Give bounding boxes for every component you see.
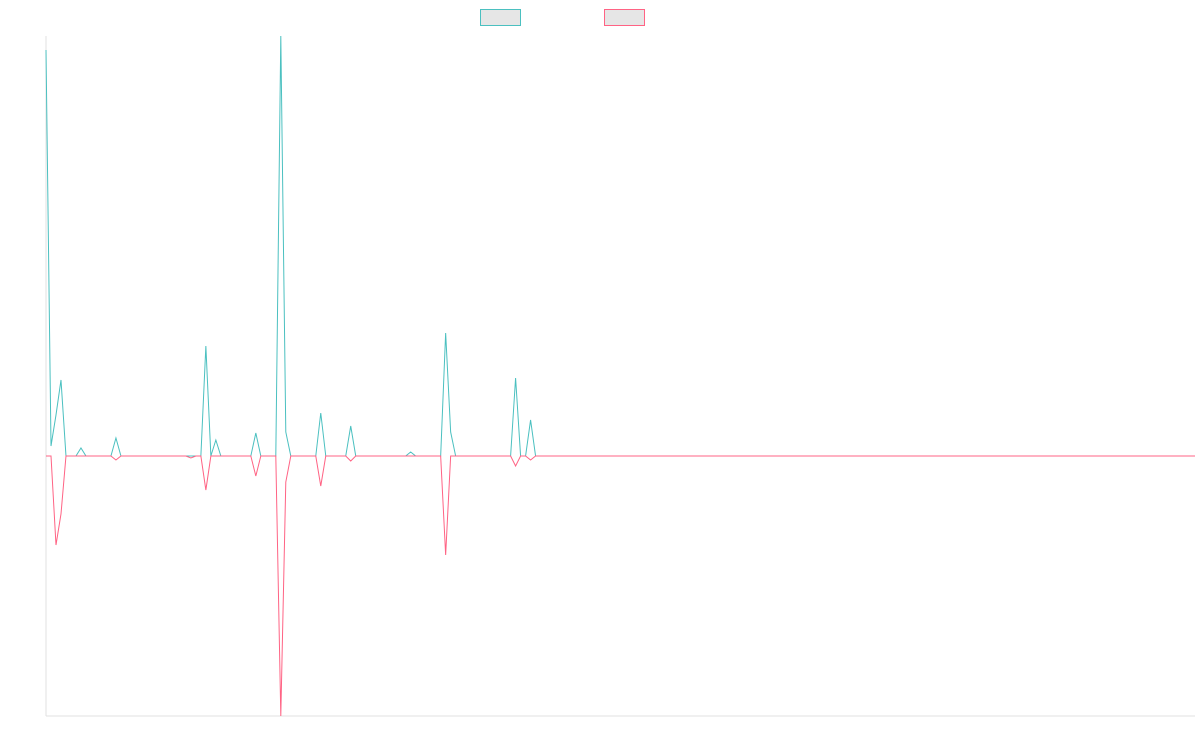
series-line (45, 35, 1195, 457)
series-line (46, 455, 1195, 717)
legend-swatch (604, 9, 645, 26)
legend-swatch (480, 9, 521, 26)
